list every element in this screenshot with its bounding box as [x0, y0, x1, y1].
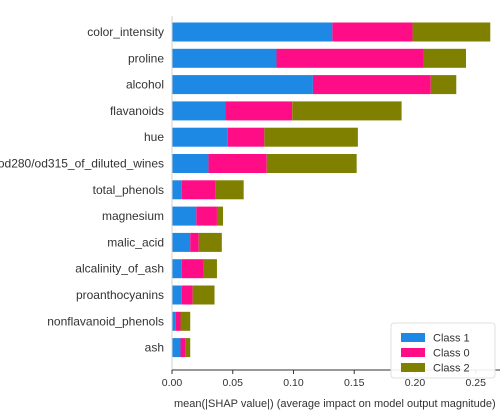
x-axis: 0.00 0.05 0.10 0.15 0.20 0.25 mean(|SHAP value…: [162, 16, 500, 410]
feature-label: total_phenols: [93, 183, 164, 197]
bar-segment: [181, 285, 193, 305]
bar-segment: [180, 311, 191, 331]
feature-label: flavanoids: [110, 104, 164, 118]
bar-segment: [181, 259, 204, 279]
bar-segment: [196, 206, 217, 226]
bar-segment: [172, 311, 176, 331]
bar-segment: [172, 127, 228, 147]
bar-segment: [175, 311, 181, 331]
x-tick-label: 0.10: [283, 377, 304, 389]
feature-label: hue: [144, 130, 164, 144]
bar-segment: [172, 259, 182, 279]
bar-segment: [172, 22, 333, 42]
bars-layer: [172, 22, 491, 358]
feature-label: magnesium: [102, 209, 164, 223]
bar-segment: [172, 75, 313, 95]
bar-segment: [412, 22, 491, 42]
bar-segment: [185, 338, 191, 358]
bar-segment: [172, 180, 182, 200]
bar-segment: [180, 338, 186, 358]
bar-segment: [276, 48, 424, 68]
bar-segment: [190, 232, 199, 252]
legend-swatch: [401, 363, 425, 372]
bar-segment: [292, 101, 402, 121]
bar-segment: [172, 338, 181, 358]
bar-segment: [172, 285, 182, 305]
legend-swatch: [401, 333, 425, 342]
bar-segment: [172, 206, 197, 226]
feature-label: proanthocyanins: [76, 288, 164, 302]
x-tick-label: 0.00: [162, 377, 183, 389]
feature-label: od280/od315_of_diluted_wines: [0, 157, 164, 171]
legend-swatch: [401, 348, 425, 357]
feature-label: proline: [128, 51, 164, 65]
bar-segment: [181, 180, 216, 200]
bar-segment: [172, 48, 277, 68]
bar-segment: [225, 101, 293, 121]
legend: Class 1 Class 0 Class 2: [390, 322, 496, 379]
legend-label: Class 2: [433, 363, 470, 375]
bar-segment: [430, 75, 457, 95]
x-axis-title: mean(|SHAP value|) (average impact on mo…: [174, 398, 496, 410]
bar-segment: [227, 127, 265, 147]
feature-label: malic_acid: [107, 235, 164, 249]
feature-label: alcalinity_of_ash: [75, 262, 164, 276]
bar-segment: [266, 154, 357, 173]
bar-segment: [332, 22, 413, 42]
feature-label: nonflavanoid_phenols: [47, 314, 164, 328]
bar-segment: [172, 232, 191, 252]
x-tick-label: 0.15: [344, 377, 365, 389]
x-tick-label: 0.20: [405, 377, 426, 389]
bar-segment: [312, 75, 431, 95]
bar-segment: [423, 48, 466, 68]
bar-segment: [215, 180, 244, 200]
x-tick-label: 0.25: [465, 377, 486, 389]
legend-label: Class 1: [433, 333, 470, 345]
x-tick-label: 0.05: [223, 377, 244, 389]
bar-segment: [198, 232, 222, 252]
bar-segment: [216, 206, 224, 226]
bar-segment: [192, 285, 215, 305]
bar-segment: [172, 101, 226, 121]
bar-segment: [203, 259, 217, 279]
bar-segment: [264, 127, 358, 147]
bar-segment: [172, 154, 209, 173]
bar-segment: [208, 154, 267, 173]
legend-label: Class 0: [433, 348, 470, 360]
feature-label: color_intensity: [87, 25, 164, 39]
feature-label: ash: [145, 341, 164, 355]
feature-label: alcohol: [126, 78, 164, 92]
